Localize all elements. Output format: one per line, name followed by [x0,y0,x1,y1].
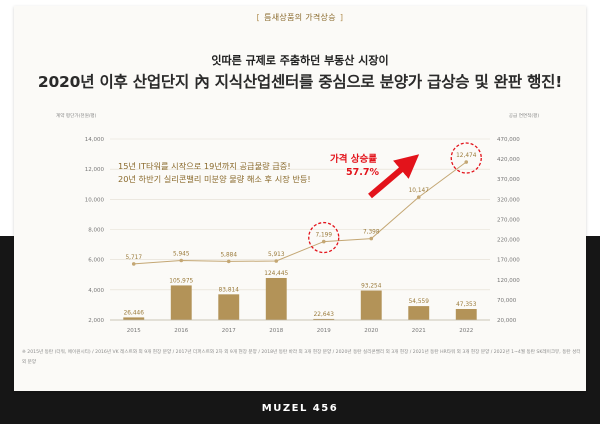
badge-label: 틈새상품의 가격상승 [264,13,336,22]
left-axis-tick: 6,000 [88,258,104,264]
x-axis-label: 2019 [317,328,331,334]
line-point [416,195,421,199]
right-axis-tick: 70,000 [497,298,517,304]
bar-value-label: 54,559 [409,299,430,305]
badge-close-bracket: ] [339,13,344,22]
x-axis-label: 2016 [174,328,188,334]
price-line [133,161,467,265]
left-axis-tick: 8,000 [88,228,104,234]
line-value-label: 12,474 [456,153,477,159]
callout-value: 57.7% [346,167,379,178]
right-axis-tick: 120,000 [497,278,520,284]
left-axis-tick: 12,000 [85,167,105,173]
left-axis-tick: 10,000 [85,197,105,203]
bar-value-label: 93,254 [361,284,382,290]
left-axis-tick: 14,000 [85,137,105,143]
bar [455,308,477,320]
left-axis-title: 계약 평단가(천원/평) [56,112,97,119]
content-panel [14,6,586,391]
x-axis-label: 2017 [222,328,236,334]
bar [408,306,430,320]
left-axis-tick: 2,000 [88,318,104,324]
bar [360,290,382,320]
line-point [369,236,374,241]
subtitle: 잇따른 규제로 주춤하던 부동산 시장이 [211,54,389,67]
line-value-label: 7,199 [315,233,332,239]
right-axis-tick: 270,000 [497,217,520,223]
line-point [321,239,326,244]
line-value-label: 5,884 [220,252,237,258]
line-value-label: 5,945 [173,251,190,257]
bar-value-label: 47,353 [456,302,477,308]
right-axis-title: 공급 연면적(평) [509,112,540,119]
bar-value-label: 83,814 [219,287,240,293]
right-axis-tick: 20,000 [497,318,517,324]
bar-value-label: 124,445 [264,271,288,277]
annotation-line-2: 20년 하반기 실리콘밸리 미분양 물량 해소 후 시장 반등! [118,174,311,184]
line-point [464,160,469,164]
bar-value-label: 22,643 [314,312,335,318]
section-badge: [틈새상품의 가격상승] [0,12,600,23]
x-axis-label: 2022 [459,328,473,334]
bar [123,317,145,320]
line-value-label: 7,398 [363,230,380,236]
highlight-circle [308,221,340,254]
line-value-label: 5,913 [268,252,285,258]
line-point [179,258,184,263]
annotation-line-1: 15년 IT타워를 시작으로 19년까지 공급물량 급증! [118,161,291,171]
x-axis-label: 2015 [127,328,141,334]
highlight-circle [450,142,482,174]
x-axis-label: 2018 [269,328,283,334]
right-axis-tick: 170,000 [497,258,520,264]
badge-open-bracket: [ [256,13,261,22]
line-value-label: 5,717 [125,255,142,261]
bar [218,294,240,320]
x-axis-label: 2021 [412,328,426,334]
x-axis-label: 2020 [364,328,378,334]
line-value-label: 10,147 [409,188,430,194]
bar-value-label: 105,975 [169,278,193,284]
headline: 2020년 이후 산업단지 內 지식산업센터를 중심으로 분양가 급상승 및 완… [37,73,563,91]
right-axis-tick: 320,000 [497,197,520,203]
left-axis-tick: 4,000 [88,288,104,294]
bar [170,285,192,320]
bar [265,277,287,320]
bar-value-label: 26,446 [124,310,145,316]
line-point [131,262,136,266]
right-axis-tick: 470,000 [497,137,520,143]
right-axis-tick: 420,000 [497,157,520,163]
callout-label: 가격 상승률 [330,153,377,165]
trend-arrow [368,154,420,199]
brand-logo: MUZEL 456 [261,403,339,414]
line-point [226,259,231,264]
right-axis-tick: 220,000 [497,238,520,244]
line-point [274,259,279,263]
footnote: ※ 2015년 동탄 (더워, 에이원시티) / 2016년 VK 레스트와 외… [22,350,581,365]
bar [313,318,335,320]
right-axis-tick: 370,000 [497,177,520,183]
